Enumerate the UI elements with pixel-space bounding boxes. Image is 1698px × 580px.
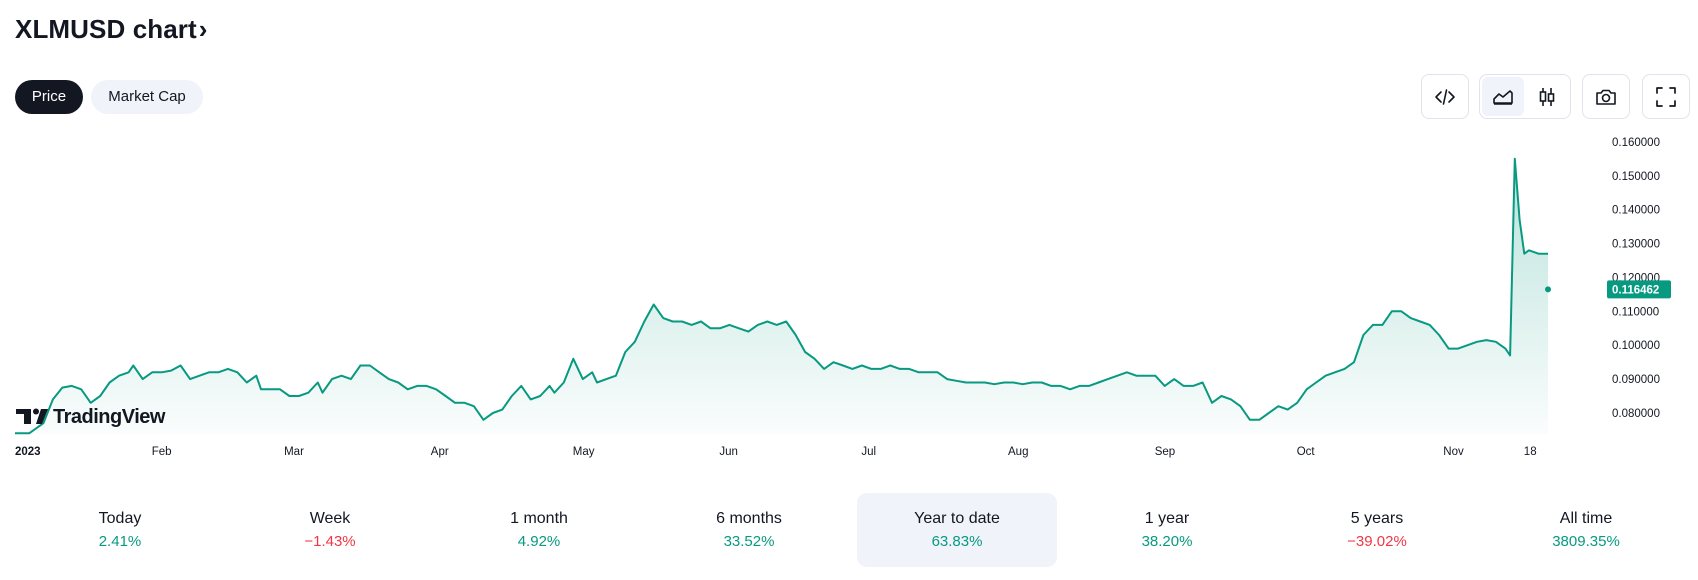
x-tick-label: Jul (861, 446, 876, 458)
y-tick-label: 0.080000 (1612, 408, 1660, 420)
last-price-text: 0.116462 (1612, 284, 1659, 296)
period-1-year[interactable]: 1 year 38.20% (1067, 493, 1267, 567)
period-label: Year to date (914, 510, 1000, 527)
x-tick-label: May (573, 446, 595, 458)
y-tick-label: 0.130000 (1612, 239, 1660, 251)
x-tick-label: Jun (719, 446, 738, 458)
period-change-value: 3809.35% (1552, 533, 1620, 550)
period-week[interactable]: Week −1.43% (230, 493, 430, 567)
embed-button[interactable] (1421, 74, 1469, 119)
period-label: 5 years (1350, 510, 1404, 527)
y-tick-label: 0.110000 (1612, 306, 1659, 318)
period-year-to-date[interactable]: Year to date 63.83% (857, 493, 1057, 567)
x-tick-label: 18 (1524, 446, 1537, 458)
period-change-value: 63.83% (931, 533, 983, 550)
tradingview-logo-icon (16, 408, 48, 424)
period-change-value: −1.43% (304, 533, 356, 550)
time-axis: 2023 Feb Mar Apr May Jun Jul Aug Sep Oct Nov 18 (15, 446, 1537, 458)
period-label: All time (1559, 510, 1613, 527)
x-tick-label: Feb (152, 446, 172, 458)
period-change-value: 33.52% (723, 533, 775, 550)
area-chart-icon (1493, 89, 1513, 105)
period-label: 6 months (716, 510, 782, 527)
page-title[interactable]: XLMUSD chart› (15, 14, 208, 45)
tab-market-cap[interactable]: Market Cap (91, 80, 203, 114)
x-tick-label: Apr (431, 446, 449, 458)
y-tick-label: 0.140000 (1612, 205, 1660, 217)
snapshot-button[interactable] (1582, 74, 1630, 119)
fullscreen-icon (1656, 86, 1676, 107)
period-change-value: 38.20% (1141, 533, 1193, 550)
tradingview-watermark: TradingView (16, 406, 166, 428)
page-title-text: XLMUSD chart (15, 14, 197, 44)
last-price-dot (1545, 286, 1551, 293)
period-label: Week (309, 510, 351, 527)
x-tick-label: Sep (1155, 446, 1175, 458)
period-6-months[interactable]: 6 months 33.52% (649, 493, 849, 567)
x-tick-label: Oct (1297, 446, 1316, 458)
tab-price[interactable]: Price (15, 80, 83, 114)
period-change-value: −39.02% (1347, 533, 1407, 550)
period-label: 1 year (1144, 510, 1190, 527)
period-1-month[interactable]: 1 month 4.92% (439, 493, 639, 567)
price-line (15, 157, 1548, 435)
period-5-years[interactable]: 5 years −39.02% (1277, 493, 1477, 567)
period-all-time[interactable]: All time 3809.35% (1486, 493, 1686, 567)
price-chart[interactable]: 0.1600000.1500000.1400000.1300000.120000… (0, 130, 1698, 460)
embed-code-icon (1435, 88, 1455, 105)
period-label: 1 month (510, 510, 568, 527)
period-today[interactable]: Today 2.41% (20, 493, 220, 567)
y-tick-label: 0.160000 (1612, 137, 1660, 149)
y-tick-label: 0.150000 (1612, 171, 1660, 183)
watermark-text: TradingView (53, 406, 166, 428)
performance-strip: Today 2.41% Week −1.43% 1 month 4.92% 6 months… (0, 493, 1698, 568)
x-tick-label: 2023 (15, 446, 41, 458)
y-tick-label: 0.090000 (1612, 374, 1660, 386)
x-tick-label: Nov (1443, 446, 1464, 458)
candlestick-chart-button[interactable] (1526, 77, 1568, 116)
period-change-value: 2.41% (98, 533, 142, 550)
price-axis: 0.1600000.1500000.1400000.1300000.120000… (1612, 137, 1660, 420)
x-tick-label: Aug (1008, 446, 1028, 458)
candlestick-chart-icon (1539, 87, 1555, 106)
last-price-label: 0.116462 (1607, 280, 1671, 299)
fullscreen-button[interactable] (1642, 74, 1690, 119)
price-area-fill (15, 158, 1548, 435)
y-tick-label: 0.100000 (1612, 340, 1660, 352)
x-tick-label: Mar (284, 446, 304, 458)
period-change-value: 4.92% (517, 533, 561, 550)
area-chart-button[interactable] (1482, 77, 1524, 116)
period-label: Today (98, 510, 142, 527)
chevron-right-icon: › (198, 14, 208, 44)
camera-icon (1596, 89, 1616, 105)
chart-style-toggle (1479, 74, 1571, 119)
